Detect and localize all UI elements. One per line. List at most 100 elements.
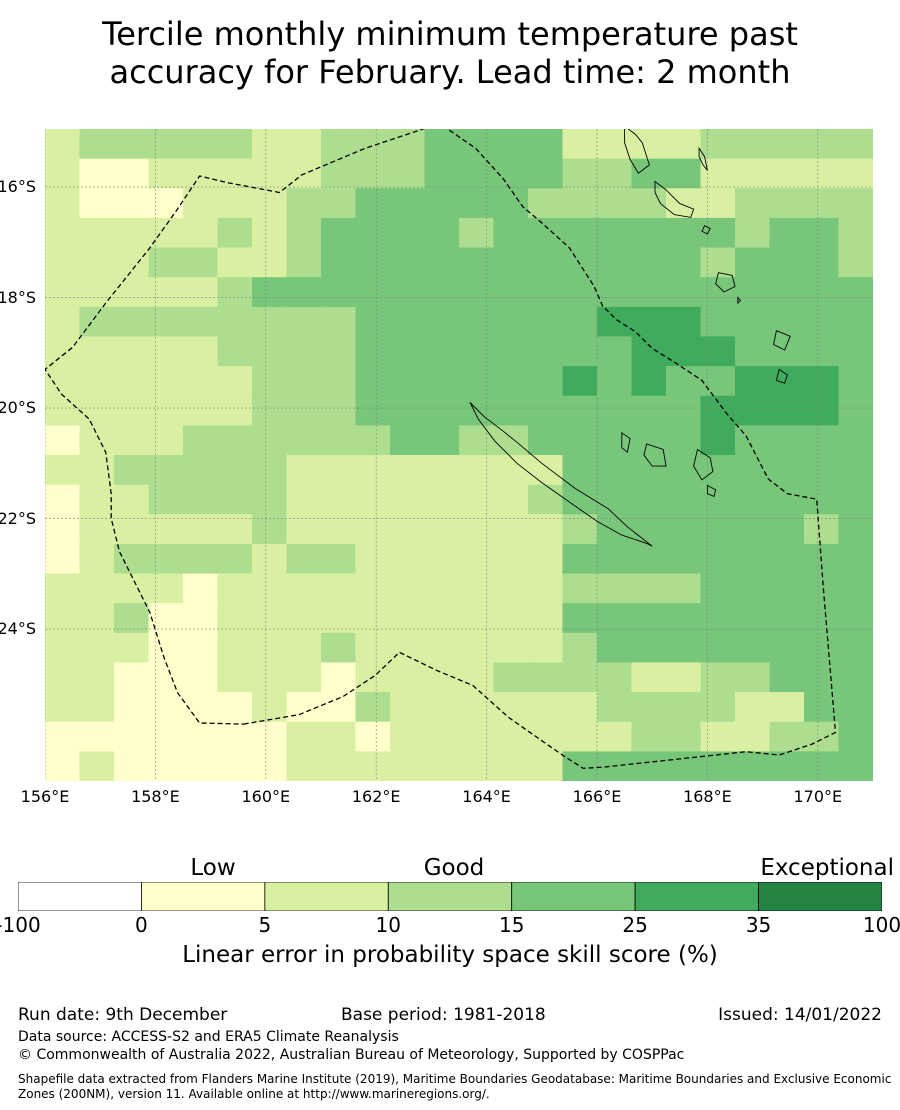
grid-cell xyxy=(321,395,357,426)
grid-cell xyxy=(114,158,150,189)
grid-cell xyxy=(424,632,460,664)
grid-cell xyxy=(286,129,322,160)
grid-cell xyxy=(424,573,460,604)
latitude-label: 16°S xyxy=(0,177,36,197)
grid-cell xyxy=(700,662,736,693)
grid-cell xyxy=(114,306,150,338)
grid-cell xyxy=(459,129,495,160)
grid-cell xyxy=(424,543,460,575)
grid-cell xyxy=(562,129,598,160)
grid-cell xyxy=(459,692,495,723)
grid-cell xyxy=(321,247,357,278)
grid-cell xyxy=(631,455,667,486)
grid-cell xyxy=(217,484,253,515)
grid-cell xyxy=(424,336,460,367)
grid-cell xyxy=(79,632,115,664)
grid-cell xyxy=(838,277,873,308)
grid-cell xyxy=(355,336,391,367)
grid-cell xyxy=(45,573,81,604)
colorbar-tick-label: 5 xyxy=(258,913,272,937)
grid-cell xyxy=(114,217,150,249)
grid-cell xyxy=(838,425,873,456)
grid-cell xyxy=(217,366,253,397)
grid-cell xyxy=(321,484,357,515)
grid-cell xyxy=(424,603,460,634)
grid-cell xyxy=(114,692,150,723)
grid-cell xyxy=(528,336,564,367)
grid-cell xyxy=(355,514,391,545)
grid-cell xyxy=(424,158,460,189)
grid-cell xyxy=(390,514,426,545)
grid-cell xyxy=(804,366,840,397)
grid-cell xyxy=(183,366,219,397)
grid-cell xyxy=(631,336,667,367)
island-outline xyxy=(621,432,631,454)
grid-cell xyxy=(562,721,598,752)
grid-cell xyxy=(148,188,184,219)
grid-cell xyxy=(79,129,115,160)
grid-cell xyxy=(217,751,253,781)
grid-cell xyxy=(700,455,736,486)
grid-cell xyxy=(286,425,322,456)
grid-cell xyxy=(286,514,322,545)
map-title-line-1: Tercile monthly minimum temperature past xyxy=(102,15,798,53)
grid-cell xyxy=(562,188,598,219)
grid-cell xyxy=(769,721,805,752)
grid-cell xyxy=(804,514,840,545)
grid-cell xyxy=(562,425,598,456)
grid-cell xyxy=(183,247,219,278)
grid-cell xyxy=(252,277,288,308)
grid-cell xyxy=(597,188,633,219)
grid-cell xyxy=(79,247,115,278)
grid-cell xyxy=(562,514,598,545)
grid-cell xyxy=(321,692,357,723)
grid-cell xyxy=(114,484,150,515)
grid-cell xyxy=(735,632,771,664)
grid-cell xyxy=(45,247,81,278)
grid-cell xyxy=(735,455,771,486)
colorbar-heading-exceptional: Exceptional xyxy=(760,855,894,881)
grid-cell xyxy=(769,751,805,781)
grid-cell xyxy=(459,188,495,219)
grid-cell xyxy=(321,751,357,781)
grid-cell xyxy=(562,573,598,604)
grid-cell xyxy=(217,306,253,338)
grid-cell xyxy=(597,484,633,515)
grid-cell xyxy=(321,455,357,486)
grid-cell xyxy=(562,455,598,486)
longitude-label: 162°E xyxy=(351,787,401,806)
grid-cell xyxy=(666,425,702,456)
grid-cell xyxy=(597,366,633,397)
grid-cell xyxy=(424,721,460,752)
grid-cell xyxy=(562,277,598,308)
latitude-label: 20°S xyxy=(0,398,36,418)
grid-cell xyxy=(838,395,873,426)
grid-cell xyxy=(45,751,81,781)
grid-cell xyxy=(217,188,253,219)
grid-cell xyxy=(838,632,873,664)
grid-cell xyxy=(390,395,426,426)
grid-cell xyxy=(45,603,81,634)
grid-cell xyxy=(79,188,115,219)
grid-cell xyxy=(355,395,391,426)
grid-cell xyxy=(355,366,391,397)
grid-cell xyxy=(459,425,495,456)
grid-cell xyxy=(183,514,219,545)
grid-cell xyxy=(493,573,529,604)
island-outline xyxy=(643,443,667,467)
grid-cell xyxy=(631,306,667,338)
grid-cell xyxy=(838,573,873,604)
grid-cell xyxy=(493,129,529,160)
grid-cell xyxy=(45,188,81,219)
grid-cell xyxy=(562,247,598,278)
grid-cell xyxy=(666,188,702,219)
grid-cell xyxy=(114,336,150,367)
grid-cell xyxy=(597,129,633,160)
grid-cell xyxy=(424,129,460,160)
grid-cell xyxy=(286,247,322,278)
colorbar-tick-label: -100 xyxy=(0,913,41,937)
grid-cell xyxy=(700,366,736,397)
grid-cell xyxy=(355,484,391,515)
grid-cell xyxy=(79,514,115,545)
skill-grid xyxy=(45,129,873,781)
